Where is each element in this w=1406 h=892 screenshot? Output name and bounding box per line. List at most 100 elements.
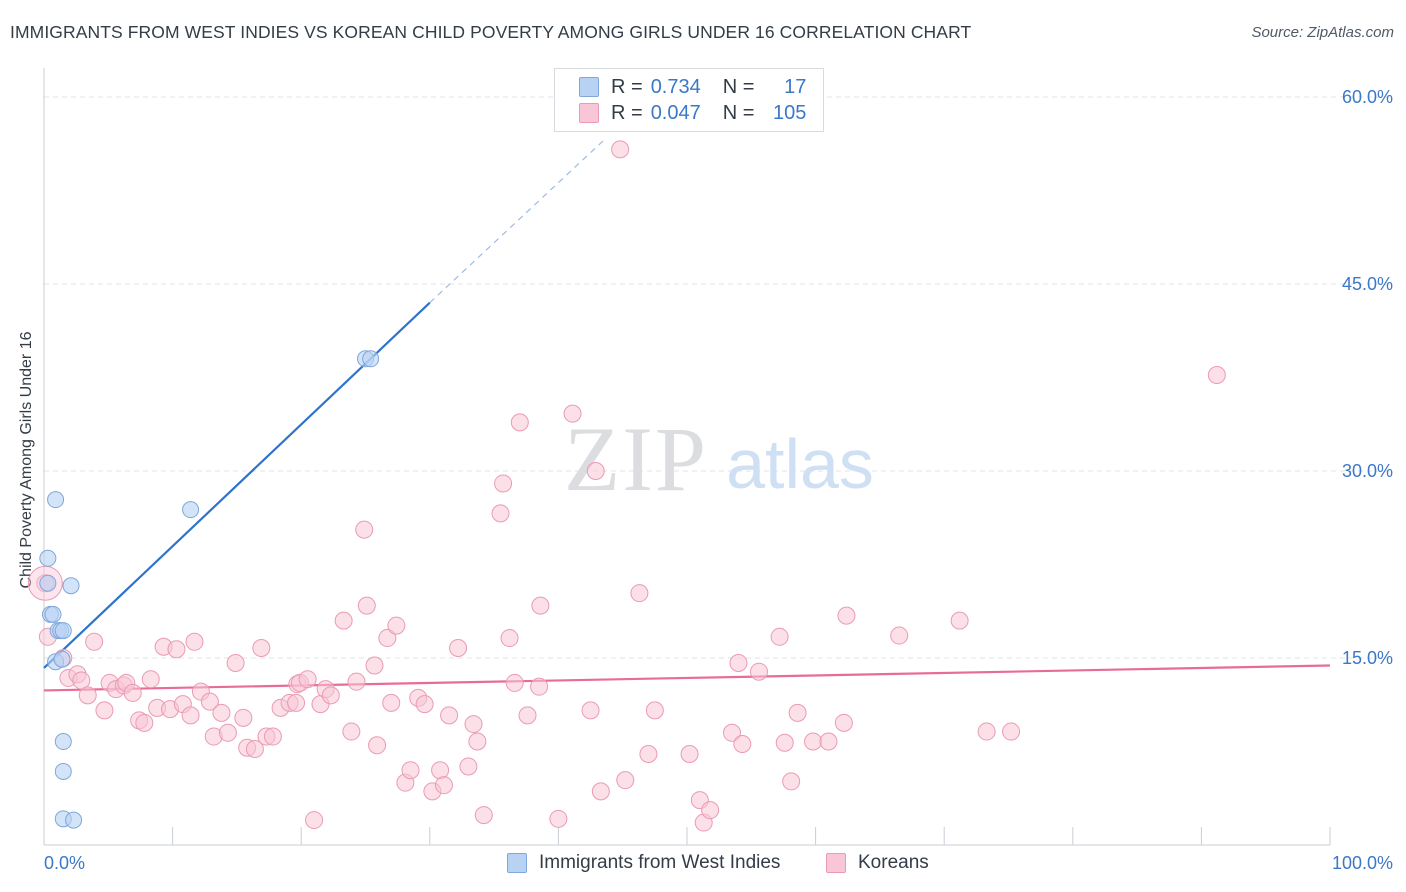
legend-r-value: 0.047 [650,101,701,124]
legend-n-label: N = [722,75,755,98]
korean-point [431,761,450,780]
korean-point [342,722,361,741]
legend-n-value: 17 [784,75,807,98]
korean-point [819,732,838,751]
korean-point [639,744,658,763]
korean-point [305,811,324,830]
y-tick-label: 15.0% [1342,648,1393,668]
koreans-points [27,140,1226,832]
legend-r-label: R = [611,101,643,124]
korean-point [72,671,91,690]
korean-point [977,722,996,741]
korean-point [85,632,104,651]
korean-point [167,640,186,659]
korean-point [563,404,582,423]
korean-point [95,701,114,720]
korean-point [701,801,720,820]
legend-label-west-indies: Immigrants from West Indies [539,852,781,873]
korean-point [218,723,237,742]
korean-point [298,670,317,689]
korean-point [185,632,204,651]
x-tick-label: 100.0% [1332,853,1393,873]
korean-point [468,732,487,751]
korean-point [510,413,529,432]
korean-point [464,715,483,734]
korean-point [788,703,807,722]
west-indies-point [65,811,83,829]
korean-point [1207,366,1226,385]
west-indies-points [39,350,380,829]
korean-point [494,474,513,493]
korean-point [505,673,524,692]
legend-item-koreans: Koreans [826,852,929,874]
korean-point [378,629,397,648]
korean-point [500,629,519,648]
series-legend: Immigrants from West Indies Koreans [0,852,1406,878]
korean-point [368,736,387,755]
korean-point [141,670,160,689]
korean-point [78,686,97,705]
korean-point [135,713,154,732]
west-indies-point [362,350,380,368]
legend-swatch-koreans [826,853,846,873]
korean-point [355,520,374,539]
korean-point [334,611,353,630]
korean-point [782,772,801,791]
korean-point [531,596,550,615]
korean-point [415,695,434,714]
korean-point [770,627,789,646]
watermark-zip: ZIP [564,408,708,510]
korean-point [226,653,245,672]
korean-point [263,727,282,746]
legend-label-koreans: Koreans [858,852,929,873]
korean-point [234,708,253,727]
korean-point [890,626,909,645]
korean-point [401,761,420,780]
korean-point [440,706,459,725]
west-indies-point [47,491,65,509]
koreans-trend-line [43,664,1331,692]
legend-r-label: R = [611,75,643,98]
korean-point [212,703,231,722]
korean-point [804,732,823,751]
korean-point [723,723,742,742]
korean-point [837,606,856,625]
korean-point [123,683,142,702]
korean-point [387,616,406,635]
korean-point [680,744,699,763]
korean-point [357,596,376,615]
legend-r-value: 0.734 [650,75,701,98]
west-indies-point [44,605,62,623]
west-indies-point [54,622,72,640]
legend-swatch-west-indies [579,77,599,97]
korean-point [365,656,384,675]
y-tick-label: 60.0% [1342,87,1393,107]
legend-n-value: 105 [773,101,807,124]
korean-point [382,693,401,712]
axes [43,68,1331,846]
x-tick-label: 0.0% [44,853,85,873]
y-tick-label: 30.0% [1342,461,1393,481]
source-credit: Source: ZipAtlas.com [1251,24,1394,41]
korean-point [586,462,605,480]
korean-point [200,692,219,711]
korean-point [252,639,271,658]
tick-labels: 15.0% 30.0% 45.0% 60.0% 0.0% 100.0% [44,87,1393,873]
korean-point [775,733,794,752]
korean-point [491,504,510,523]
west-indies-point [54,762,72,780]
west-indies-point [54,733,72,751]
korean-point [1002,722,1021,741]
west-indies-point [62,577,80,595]
korean-point [591,782,610,801]
west-indies-point [39,549,57,567]
korean-point [287,693,306,712]
gridlines [44,96,1392,659]
korean-point [630,584,649,603]
legend-row-koreans: R = 0.047 N = 105 [579,101,806,125]
korean-point [321,686,340,705]
korean-point [181,706,200,725]
korean-point [645,701,664,720]
west-indies-point [53,650,71,668]
